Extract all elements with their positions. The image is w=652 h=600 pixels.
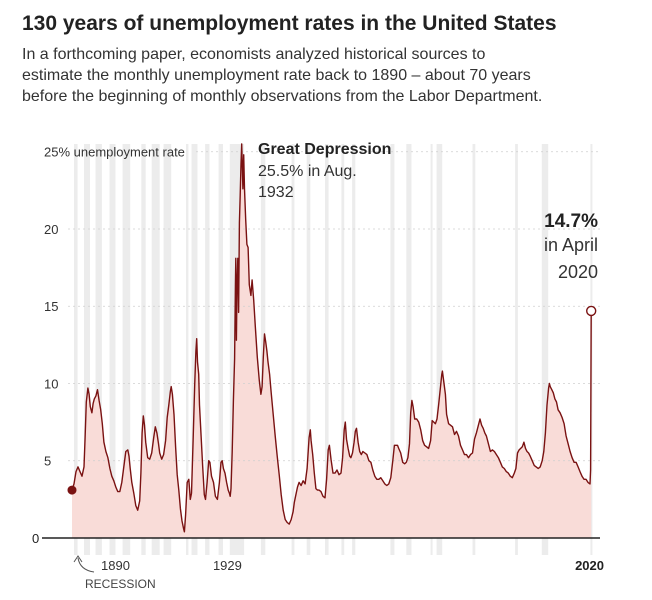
- recession-band: [109, 144, 116, 555]
- april-2020-marker: [586, 305, 597, 317]
- x-tick-label: 1890: [101, 558, 130, 573]
- recession-band: [205, 144, 210, 555]
- chart-title: 130 years of unemployment rates in the U…: [22, 12, 557, 35]
- recession-band: [406, 144, 412, 555]
- y-tick-label: 25% unemployment rate: [44, 145, 185, 160]
- y-tick-label: 15: [44, 299, 58, 314]
- recession-band: [84, 144, 90, 555]
- y-tick-label: 20: [44, 222, 58, 237]
- recession-arrow-head: [73, 555, 83, 563]
- y-axis: 0 5 10 15 20 25% unemployment rate: [32, 145, 600, 546]
- recession-band: [95, 144, 102, 555]
- recession-arrow: [77, 557, 95, 573]
- recession-band: [122, 144, 131, 555]
- recession-band: [141, 144, 146, 555]
- recession-band: [472, 144, 476, 555]
- annotation-line: 2020: [558, 262, 598, 282]
- y-tick-label: 10: [44, 376, 58, 391]
- recession-band: [74, 144, 78, 555]
- recession-band: [341, 144, 345, 555]
- recession-band: [306, 144, 311, 555]
- recession-band: [151, 144, 160, 555]
- y-tick-label: 5: [44, 454, 51, 469]
- y-tick-label: 0: [32, 531, 39, 546]
- recession-band: [325, 144, 329, 555]
- annotations: Great Depression 25.5% in Aug. 1932 14.7% in…: [67, 141, 598, 495]
- recession-band: [191, 144, 198, 555]
- annotation-line: 1932: [258, 184, 294, 201]
- x-axis: 1890 RECESSION 1929 2020: [73, 555, 604, 591]
- chart-subtitle: In a forthcoming paper, economists analy…: [22, 44, 632, 107]
- annotation-title: 14.7%: [544, 211, 598, 232]
- unemployment-area: [72, 144, 592, 538]
- area-layer: [72, 144, 592, 538]
- annotation-line: in April: [544, 235, 598, 255]
- start-marker: [67, 485, 77, 495]
- unemployment-line: [71, 143, 592, 533]
- recession-band: [390, 144, 395, 555]
- recession-band: [541, 144, 549, 555]
- subtitle-line-3: before the beginning of monthly observat…: [22, 88, 543, 105]
- recession-band: [186, 144, 189, 555]
- subtitle-line-1: In a forthcoming paper, economists analy…: [22, 46, 486, 63]
- x-tick-label: 2020: [575, 558, 604, 573]
- recession-band: [352, 144, 356, 555]
- recession-band: [163, 144, 172, 555]
- subtitle-line-2: estimate the monthly unemployment rate b…: [22, 67, 531, 84]
- annotation-title: Great Depression: [258, 141, 391, 158]
- x-tick-label: 1929: [213, 558, 242, 573]
- recession-band: [436, 144, 443, 555]
- recession-band: [430, 144, 433, 555]
- annotation-line: 25.5% in Aug.: [258, 163, 357, 180]
- recession-band: [218, 144, 223, 555]
- line-layer: [71, 143, 592, 533]
- recession-band: [515, 144, 518, 555]
- recession-label: RECESSION: [85, 577, 156, 591]
- recession-band: [291, 144, 295, 555]
